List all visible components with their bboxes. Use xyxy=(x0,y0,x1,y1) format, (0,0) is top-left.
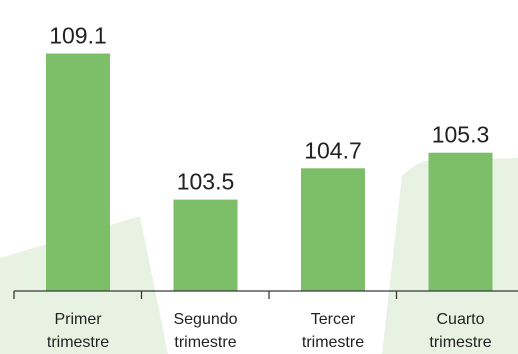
category-labels-layer: Primer trimestre Segundo trimestre Tercer tri… xyxy=(47,311,492,351)
bar xyxy=(428,152,493,291)
x-axis-ticks xyxy=(13,291,398,299)
value-label: 105.3 xyxy=(432,122,490,148)
category-label: Primer xyxy=(54,311,102,328)
category-label: Cuarto xyxy=(436,311,484,328)
bar xyxy=(173,199,238,291)
category-label: trimestre xyxy=(174,334,236,351)
bars-layer xyxy=(46,53,493,291)
category-label: Tercer xyxy=(311,311,356,328)
value-label: 109.1 xyxy=(49,23,107,49)
value-label: 103.5 xyxy=(177,169,235,195)
value-labels-layer: 109.1 103.5 104.7 105.3 xyxy=(49,23,489,195)
category-label: trimestre xyxy=(47,334,109,351)
category-label: Segundo xyxy=(173,311,237,328)
x-axis xyxy=(13,290,518,299)
bar xyxy=(301,168,365,291)
category-label: trimestre xyxy=(429,334,491,351)
category-label: trimestre xyxy=(302,334,364,351)
value-label: 104.7 xyxy=(304,137,362,163)
bar xyxy=(46,53,110,291)
